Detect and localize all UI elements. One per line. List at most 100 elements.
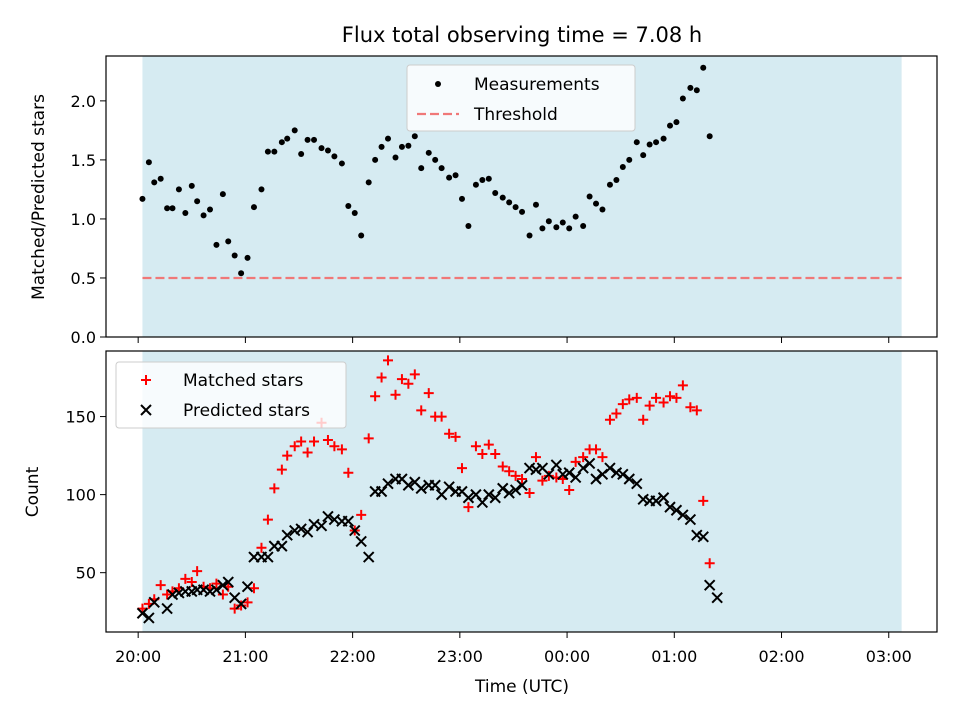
measurement-point [157, 175, 164, 182]
matched-star-point [483, 439, 494, 450]
measurement-point [606, 181, 613, 188]
measurement-point [613, 176, 620, 183]
predicted-star-point [382, 477, 394, 490]
matched-star-point [624, 394, 635, 405]
x-tick-label: 00:00 [544, 647, 590, 666]
measurement-point [706, 133, 713, 140]
measurement-point [446, 174, 453, 181]
matched-star-point [248, 583, 259, 594]
y-tick-label: 0.5 [71, 269, 96, 288]
predicted-star-point [322, 510, 334, 523]
predicted-star-point [315, 520, 328, 532]
bottom-y-axis-label: Count [23, 466, 43, 517]
measurement-point [418, 165, 425, 172]
measurement-point [559, 219, 566, 226]
measurement-point [318, 145, 325, 152]
measurement-point [553, 224, 560, 231]
measurement-point [398, 143, 405, 150]
top-y-axis-label: Matched/Predicted stars [29, 94, 49, 300]
series-measurements [139, 64, 713, 277]
matched-star-point [162, 589, 173, 600]
matched-star-point [329, 441, 340, 452]
measurement-point [485, 175, 492, 182]
matched-star-point [570, 456, 581, 467]
matched-star-point [423, 388, 434, 399]
matched-star-point [416, 405, 427, 416]
matched-star-point [658, 397, 669, 408]
matched-star-point [665, 391, 676, 402]
matched-star-point [229, 603, 240, 614]
matched-star-point [322, 434, 333, 445]
predicted-star-point [590, 473, 602, 485]
predicted-star-point [503, 487, 515, 499]
matched-star-point [456, 463, 467, 474]
measurement-point [258, 186, 265, 193]
measurement-point [338, 160, 345, 167]
measurement-point [673, 119, 680, 126]
measurement-point [351, 210, 358, 217]
matched-star-point [470, 441, 481, 452]
measurement-point [425, 149, 432, 156]
matched-star-point [192, 566, 203, 577]
matched-star-point [343, 467, 354, 478]
predicted-star-point [402, 479, 415, 491]
predicted-star-point [342, 515, 355, 527]
matched-star-point [211, 578, 222, 589]
matched-star-point [376, 372, 387, 383]
measurement-point [145, 159, 152, 166]
matched-star-point [604, 414, 615, 425]
matched-star-point [390, 389, 401, 400]
matched-star-point [262, 514, 273, 525]
predicted-star-point [583, 457, 596, 470]
measurement-point [188, 182, 195, 189]
legend: Measurements Threshold [406, 64, 636, 132]
legend-box [115, 361, 347, 429]
predicted-star-point [362, 551, 375, 563]
matched-star-point [644, 400, 655, 411]
y-tick-label: 50 [76, 564, 96, 583]
matched-star-point [490, 449, 501, 460]
measurement-point [331, 153, 338, 160]
predicted-star-point [489, 492, 501, 504]
measurement-point [458, 195, 465, 202]
measurement-point [392, 154, 399, 161]
measurement-point [586, 193, 593, 200]
matched-star-point [504, 466, 515, 477]
predicted-star-point [604, 462, 616, 474]
predicted-star-point [295, 523, 307, 535]
legend-matched-marker [141, 375, 151, 385]
measurement-point [231, 252, 238, 259]
y-tick-label: 1.5 [71, 151, 96, 170]
legend-label-threshold: Threshold [473, 105, 558, 125]
matched-star-point [537, 475, 548, 486]
measurement-point [385, 135, 392, 142]
measurement-point [139, 195, 146, 202]
measurement-point [164, 205, 171, 212]
measurement-point [492, 189, 499, 196]
measurement-point [213, 241, 220, 248]
matched-star-point [564, 484, 575, 495]
matched-star-point [578, 452, 589, 463]
predicted-star-point [462, 492, 475, 504]
y-tick-label: 2.0 [71, 92, 96, 111]
matched-star-point [269, 483, 280, 494]
chart-title: Flux total observing time = 7.08 h [342, 23, 702, 47]
matched-star-point [363, 433, 374, 444]
measurement-point [633, 139, 640, 146]
matched-star-point [242, 597, 253, 608]
measurement-point [304, 136, 311, 143]
matched-star-point [543, 470, 554, 481]
predicted-star-point [281, 529, 293, 541]
measurement-point [250, 204, 257, 211]
matched-star-point [436, 411, 447, 422]
series-predicted-stars [136, 457, 723, 624]
measurement-point [626, 156, 633, 163]
matched-star-point [236, 600, 247, 611]
measurement-point [599, 206, 606, 213]
matched-star-point [638, 414, 649, 425]
measurement-point [278, 139, 285, 146]
predicted-star-point [210, 584, 223, 596]
x-tick-label: 23:00 [437, 647, 483, 666]
predicted-star-point [241, 581, 254, 593]
predicted-star-point [657, 492, 670, 504]
